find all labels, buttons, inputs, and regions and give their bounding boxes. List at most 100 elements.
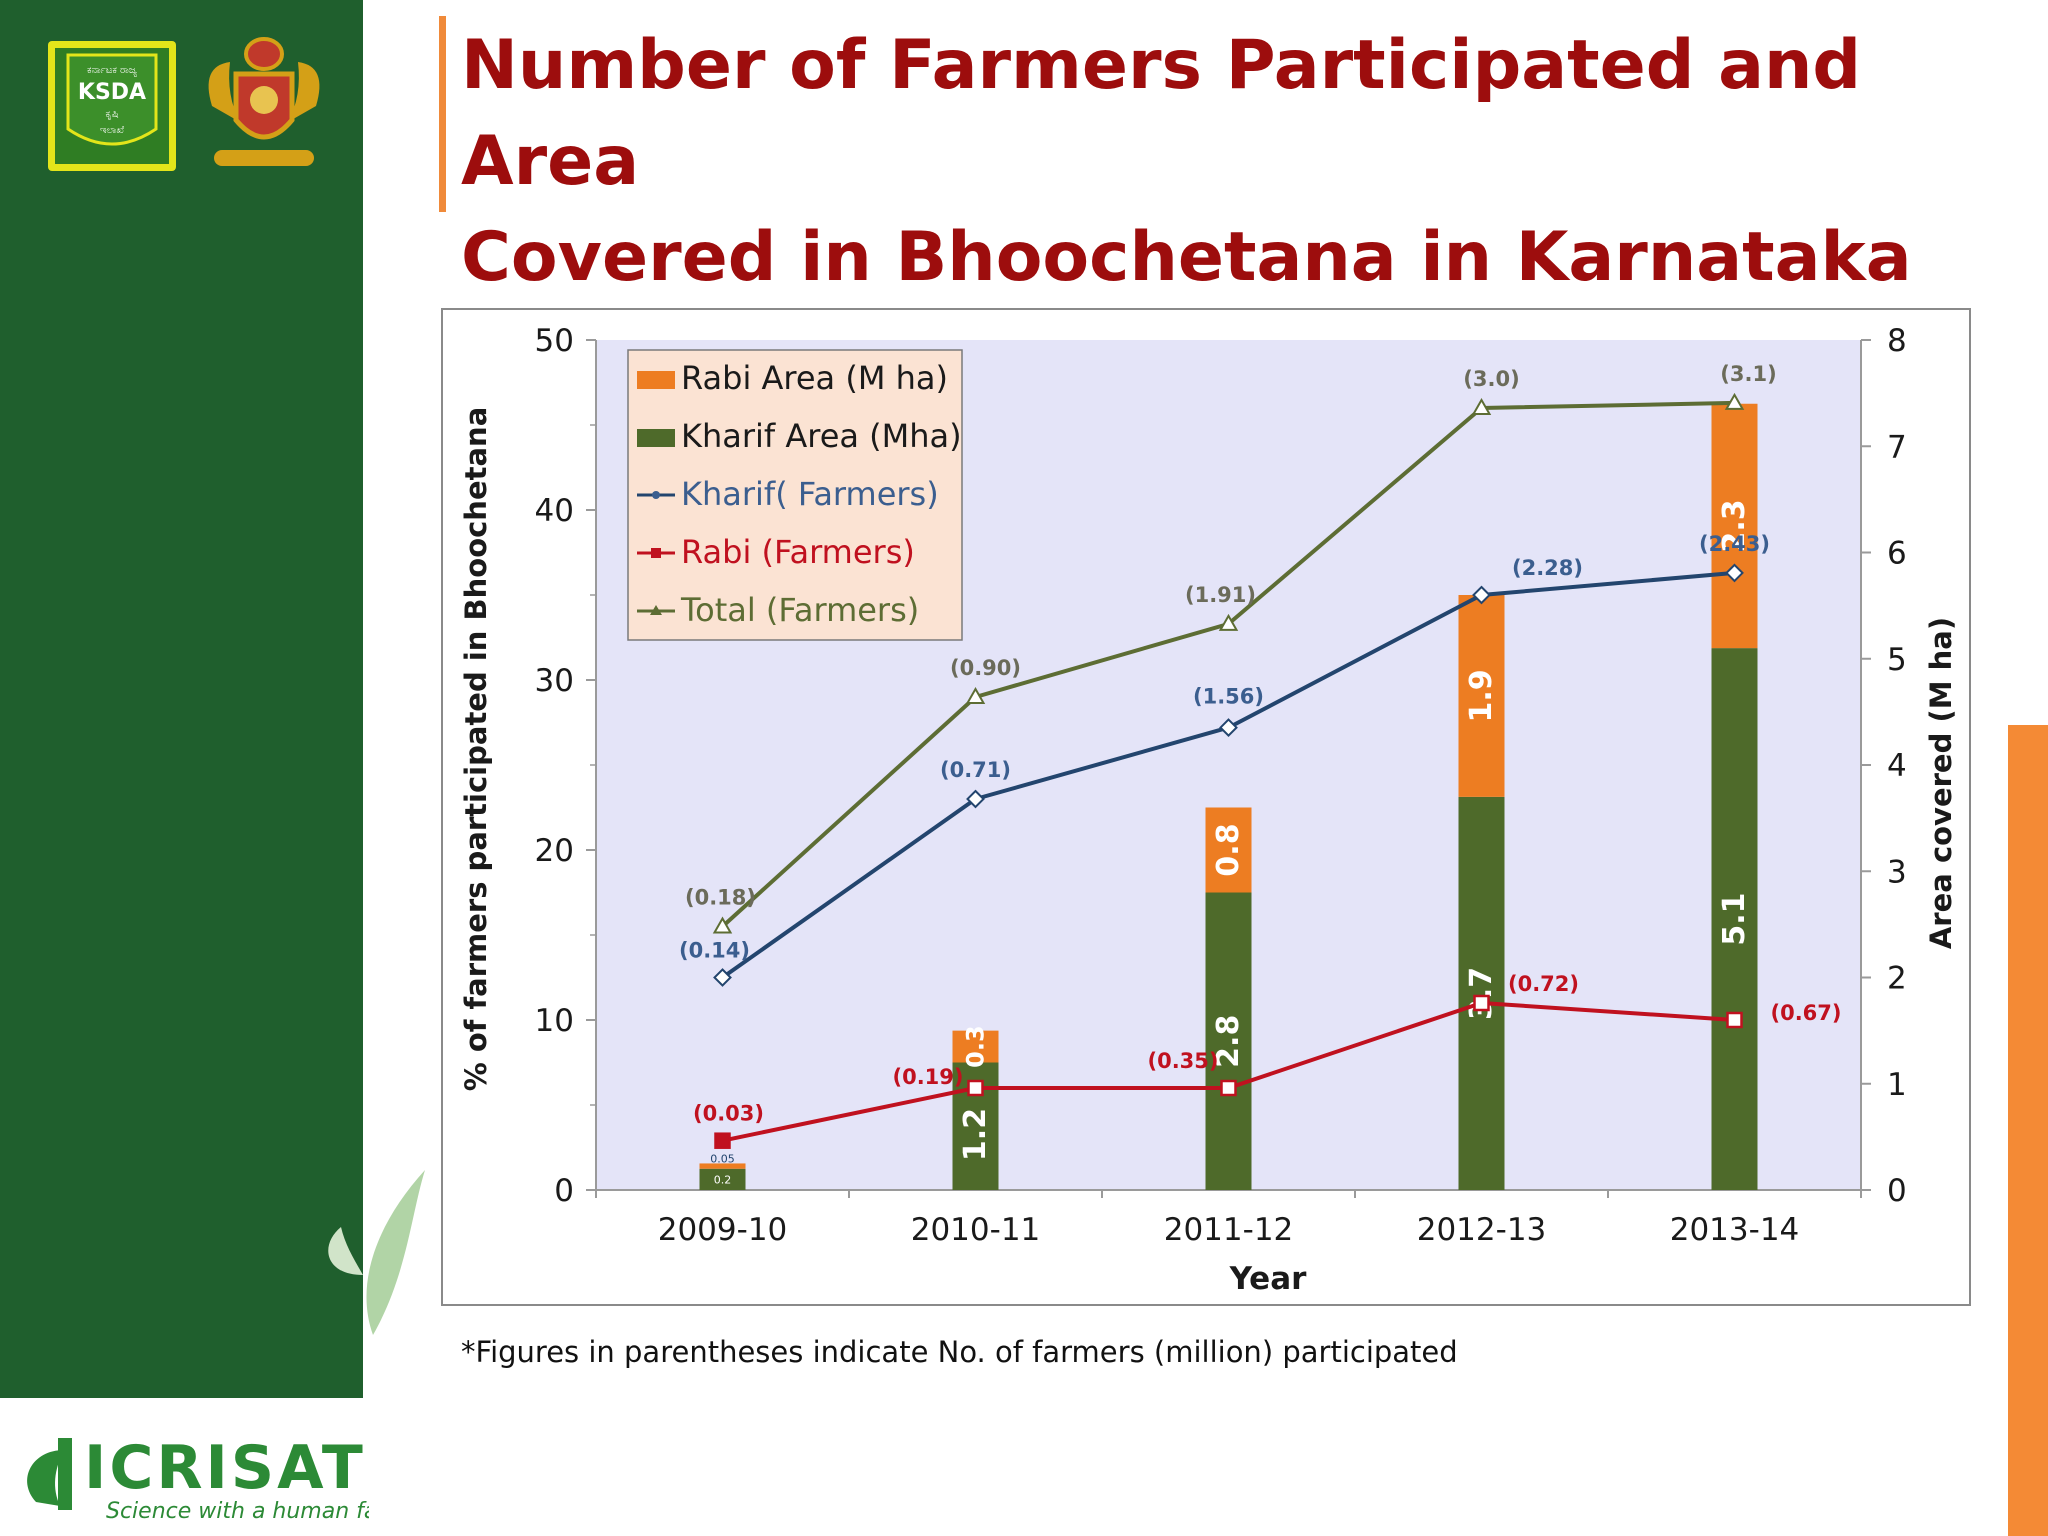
legend-swatch-rabi-area <box>637 371 675 389</box>
legend-item-rabi-farmers: Rabi (Farmers) <box>637 533 915 571</box>
legend-item-total-farmers: Total (Farmers) <box>637 591 919 629</box>
kharif-farmers-marker <box>1219 718 1238 738</box>
rabi-farmers-marker <box>1220 1079 1237 1097</box>
legend-label-rabi-farmers: Rabi (Farmers) <box>681 533 915 571</box>
icrisat-wordmark: ICRISAT <box>84 1433 366 1503</box>
legend-label-kharif-farmers: Kharif( Farmers) <box>681 475 939 513</box>
kharif-farmers-marker <box>1472 585 1491 605</box>
x-axis-label: Year <box>1229 1261 1308 1297</box>
icrisat-tagline: Science with a human face <box>106 1499 369 1524</box>
kharif-area-label: 0.2 <box>714 1173 732 1186</box>
legend-marker-total-farmers <box>650 605 662 615</box>
rabi-area-bar <box>1711 403 1758 649</box>
tick-labels: 0 10 20 30 40 50 0 1 2 3 4 5 6 7 8 2009-10 2010-11 2011-1… <box>535 323 1907 1248</box>
legend-swatch-kharif-area <box>637 429 675 447</box>
bhoochetana-chart: 0.20.05 1.20.3 2.80.83.71.95.12.3 (0.18)(0… <box>441 308 1971 1306</box>
y-tick-label: 0 <box>554 1173 574 1209</box>
total-farmers-marker <box>1218 613 1239 631</box>
rabi-area-label: 0.3 <box>962 1025 990 1068</box>
kharif-farmers-marker <box>966 789 985 809</box>
title-line-2: Covered in Bhoochetana in Karnataka <box>461 218 1912 297</box>
kharif-area-label: 1.2 <box>958 1108 993 1161</box>
y2-tick-label: 7 <box>1887 429 1907 465</box>
rabi-farmers-marker <box>1726 1011 1743 1029</box>
y-tick-label: 40 <box>535 493 574 529</box>
kharif-farmers-data-label: (0.14) <box>679 939 750 963</box>
y-axis-label: % of farmers participated in Bhoochetana <box>459 407 493 1092</box>
rabi-area-label: 1.9 <box>1464 669 1499 722</box>
emblem-ribbon <box>214 150 314 166</box>
kharif-farmers-marker <box>713 968 732 987</box>
x-tick-label: 2011-12 <box>1164 1212 1294 1248</box>
y2-axis-label: Area covered (M ha) <box>1924 617 1958 949</box>
legend-item-kharif-area: Kharif Area (Mha) <box>637 417 962 455</box>
total-farmers-data-label: (3.1) <box>1720 362 1776 386</box>
legend-item-rabi-area: Rabi Area (M ha) <box>637 359 948 397</box>
ksda-shield-shape <box>66 53 158 146</box>
farmer-lines: (0.18) (0.90) (1.91) (3.0) (3.1) (0.14) (0.71)… <box>679 362 1842 1149</box>
y2-tick-label: 5 <box>1887 642 1907 678</box>
legend-label-kharif-area: Kharif Area (Mha) <box>681 417 962 455</box>
legend-label-rabi-area: Rabi Area (M ha) <box>681 359 948 397</box>
total-farmers-marker <box>1471 397 1492 415</box>
rabi-farmers-data-label: (0.19) <box>892 1065 963 1089</box>
kharif-farmers-data-label: (2.43) <box>1699 532 1770 556</box>
kharif-area-label: 3.7 <box>1464 967 1499 1020</box>
ksda-text-line4: ಇಲಾಖೆ <box>100 125 125 136</box>
legend-marker-rabi-farmers <box>651 548 661 558</box>
ksda-logo: ಕರ್ನಾಟಕ ರಾಜ್ಯ KSDA ಕೃಷಿ ಇಲಾಖೆ <box>48 41 176 171</box>
rabi-farmers-data-label: (0.03) <box>693 1102 764 1126</box>
leaf-large <box>366 1170 425 1335</box>
kharif-farmers-data-label: (1.56) <box>1193 685 1264 709</box>
x-tick-label: 2010-11 <box>911 1212 1041 1248</box>
legend-item-kharif-farmers: Kharif( Farmers) <box>637 475 939 513</box>
x-tick-label: 2012-13 <box>1417 1212 1547 1248</box>
emblem-right-lion <box>288 62 320 122</box>
icrisat-logo: ICRISAT Science with a human face <box>27 1433 369 1524</box>
emblem-crown <box>244 37 284 71</box>
page-title: Number of Farmers Participated and Area … <box>461 18 1961 306</box>
rabi-farmers-data-label: (0.67) <box>1771 1001 1842 1025</box>
kharif-farmers-data-label: (0.71) <box>940 758 1011 782</box>
rabi-area-bar <box>699 1163 746 1169</box>
kharif-farmers-marker <box>1725 563 1744 583</box>
kharif-area-label: 5.1 <box>1717 892 1752 945</box>
ksda-text-line2: KSDA <box>78 80 146 105</box>
total-farmers-marker <box>712 916 733 934</box>
ksda-text-line1: ಕರ್ನಾಟಕ ರಾಜ್ಯ <box>87 65 137 77</box>
total-farmers-data-label: (1.91) <box>1185 583 1256 607</box>
y-tick-label: 50 <box>535 323 574 359</box>
rabi-area-bar <box>1205 807 1252 893</box>
icrisat-stem <box>58 1438 72 1510</box>
y2-tick-label: 0 <box>1887 1173 1907 1209</box>
karnataka-emblem-icon <box>208 37 320 166</box>
rabi-area-label: 0.8 <box>1211 823 1246 876</box>
rabi-farmers-data-label: (0.72) <box>1508 972 1579 996</box>
rabi-area-bar <box>952 1030 999 1063</box>
rabi-area-label: 0.05 <box>710 1152 735 1165</box>
y2-tick-label: 1 <box>1887 1067 1907 1103</box>
emblem-center <box>250 86 278 114</box>
total-farmers-data-label: (0.18) <box>685 886 756 910</box>
total-farmers-data-label: (3.0) <box>1463 367 1519 391</box>
title-line-1: Number of Farmers Participated and Area <box>461 26 1862 201</box>
y-tick-label: 20 <box>535 833 574 869</box>
legend-label-total-farmers: Total (Farmers) <box>680 591 919 629</box>
y2-tick-label: 3 <box>1887 854 1907 890</box>
emblem-left-lion <box>208 62 240 122</box>
title-accent-bar <box>439 16 446 212</box>
icrisat-leaf-icon <box>27 1450 64 1506</box>
rabi-farmers-marker <box>1473 994 1490 1012</box>
y2-tick-label: 4 <box>1887 748 1907 784</box>
rabi-area-label: 2.3 <box>1717 499 1752 552</box>
rabi-farmers-data-label: (0.35) <box>1147 1049 1218 1073</box>
y2-tick-label: 6 <box>1887 536 1907 572</box>
kharif-area-bar <box>699 1168 746 1190</box>
y-tick-label: 30 <box>535 663 574 699</box>
rabi-area-bar <box>1458 595 1505 797</box>
accent-strip <box>2008 725 2048 1536</box>
x-tick-label: 2013-14 <box>1670 1212 1800 1248</box>
y2-tick-label: 8 <box>1887 323 1907 359</box>
legend-box <box>627 349 963 641</box>
sidebar-panel <box>0 0 363 1398</box>
